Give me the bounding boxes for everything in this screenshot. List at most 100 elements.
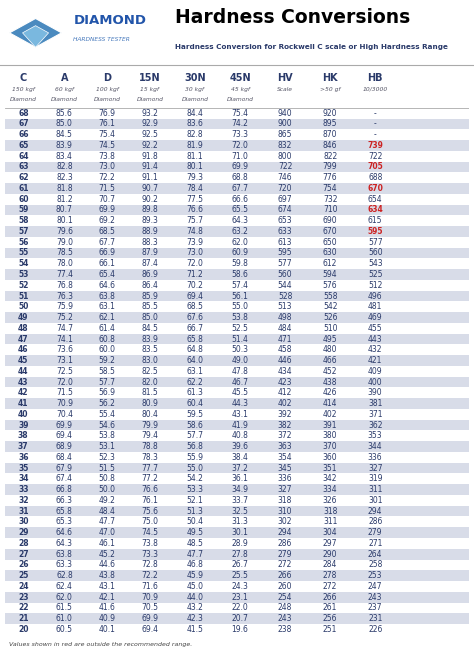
Text: 64.3: 64.3 xyxy=(231,216,248,225)
Text: 79.4: 79.4 xyxy=(141,432,158,440)
Text: 799: 799 xyxy=(323,162,337,171)
Text: 75.4: 75.4 xyxy=(99,130,116,139)
Text: 45 kgf: 45 kgf xyxy=(230,87,249,92)
Text: 77.5: 77.5 xyxy=(186,195,203,203)
Text: 90.7: 90.7 xyxy=(141,184,158,193)
Text: 84.5: 84.5 xyxy=(56,130,73,139)
Text: HB: HB xyxy=(367,74,383,83)
Bar xyxy=(5,183,469,194)
Text: 48: 48 xyxy=(18,324,28,333)
Text: 82.0: 82.0 xyxy=(142,378,158,387)
Text: 45: 45 xyxy=(18,356,28,365)
Text: 79.0: 79.0 xyxy=(56,238,73,246)
Text: 55.0: 55.0 xyxy=(231,303,248,311)
Text: 65.8: 65.8 xyxy=(187,334,203,344)
Text: 92.2: 92.2 xyxy=(142,141,158,150)
Bar xyxy=(5,549,469,559)
Text: 286: 286 xyxy=(278,539,292,548)
Text: Diamond: Diamond xyxy=(137,96,164,102)
Text: 68.5: 68.5 xyxy=(187,303,203,311)
Text: 248: 248 xyxy=(278,603,292,612)
Text: 279: 279 xyxy=(278,550,292,559)
Text: 78.3: 78.3 xyxy=(141,453,158,462)
Text: 243: 243 xyxy=(278,614,292,623)
Text: 65: 65 xyxy=(18,141,28,150)
Text: 64.8: 64.8 xyxy=(187,346,203,354)
Text: 89.3: 89.3 xyxy=(141,216,158,225)
Text: 577: 577 xyxy=(278,259,292,268)
Text: 74.5: 74.5 xyxy=(141,528,158,537)
Text: 822: 822 xyxy=(323,152,337,160)
Text: 72.0: 72.0 xyxy=(56,378,73,387)
Text: 79.9: 79.9 xyxy=(141,421,158,430)
Text: 66.8: 66.8 xyxy=(56,485,73,494)
Text: 45.9: 45.9 xyxy=(186,571,203,580)
Text: 46.1: 46.1 xyxy=(99,539,116,548)
Text: 76.1: 76.1 xyxy=(99,119,116,128)
Text: 594: 594 xyxy=(323,270,337,279)
Text: 56: 56 xyxy=(18,238,28,246)
Text: D: D xyxy=(103,74,111,83)
Text: 846: 846 xyxy=(323,141,337,150)
Bar xyxy=(5,527,469,538)
Text: 55.9: 55.9 xyxy=(186,453,203,462)
Text: 15N: 15N xyxy=(139,74,161,83)
Text: 81.9: 81.9 xyxy=(187,141,203,150)
Text: 45.5: 45.5 xyxy=(231,389,248,397)
Text: 510: 510 xyxy=(323,324,337,333)
Text: 52.5: 52.5 xyxy=(232,324,248,333)
Text: 612: 612 xyxy=(323,259,337,268)
Text: 50.3: 50.3 xyxy=(231,346,248,354)
Text: 294: 294 xyxy=(278,528,292,537)
Text: 60.5: 60.5 xyxy=(56,625,73,634)
Text: 739: 739 xyxy=(367,141,383,150)
Text: 84.5: 84.5 xyxy=(141,324,158,333)
Text: 372: 372 xyxy=(278,432,292,440)
Text: 251: 251 xyxy=(323,625,337,634)
Text: 61.4: 61.4 xyxy=(99,324,116,333)
Text: 37: 37 xyxy=(18,442,28,451)
Text: 68.9: 68.9 xyxy=(56,442,73,451)
Text: 525: 525 xyxy=(368,270,383,279)
Text: 80.7: 80.7 xyxy=(56,205,73,215)
Text: 261: 261 xyxy=(323,603,337,612)
Text: 732: 732 xyxy=(323,195,337,203)
Text: 342: 342 xyxy=(323,475,337,483)
Text: 543: 543 xyxy=(368,259,383,268)
Text: 67.7: 67.7 xyxy=(231,184,248,193)
Text: 76.9: 76.9 xyxy=(99,109,116,117)
Text: 86.9: 86.9 xyxy=(141,270,158,279)
Text: 690: 690 xyxy=(323,216,337,225)
Text: 74.8: 74.8 xyxy=(187,227,203,236)
Text: 43.8: 43.8 xyxy=(99,571,116,580)
Text: 73.0: 73.0 xyxy=(99,162,116,171)
Text: 85.9: 85.9 xyxy=(141,291,158,301)
Text: 69.9: 69.9 xyxy=(99,205,116,215)
Text: 76.1: 76.1 xyxy=(141,496,158,505)
Text: 75.2: 75.2 xyxy=(56,313,73,322)
Text: 47.0: 47.0 xyxy=(99,528,116,537)
Text: 284: 284 xyxy=(323,561,337,569)
Text: 28.9: 28.9 xyxy=(232,539,248,548)
Text: 595: 595 xyxy=(367,227,383,236)
Text: 311: 311 xyxy=(323,518,337,526)
Text: 63.2: 63.2 xyxy=(232,227,248,236)
Text: 42.3: 42.3 xyxy=(187,614,203,623)
Text: 76.8: 76.8 xyxy=(56,281,73,289)
Text: 54.6: 54.6 xyxy=(99,421,116,430)
Text: 46: 46 xyxy=(18,346,28,354)
Text: 318: 318 xyxy=(278,496,292,505)
Text: 65.4: 65.4 xyxy=(99,270,116,279)
Polygon shape xyxy=(23,25,48,47)
Text: 30: 30 xyxy=(18,518,28,526)
Text: 670: 670 xyxy=(367,184,383,193)
Bar xyxy=(5,248,469,258)
Text: 82.5: 82.5 xyxy=(142,367,158,376)
Text: 47.7: 47.7 xyxy=(186,550,203,559)
Bar xyxy=(5,398,469,409)
Text: 67.9: 67.9 xyxy=(56,464,73,473)
Text: 32.5: 32.5 xyxy=(232,507,248,516)
Text: 50: 50 xyxy=(18,303,28,311)
Text: 900: 900 xyxy=(278,119,292,128)
Text: 776: 776 xyxy=(323,173,337,182)
